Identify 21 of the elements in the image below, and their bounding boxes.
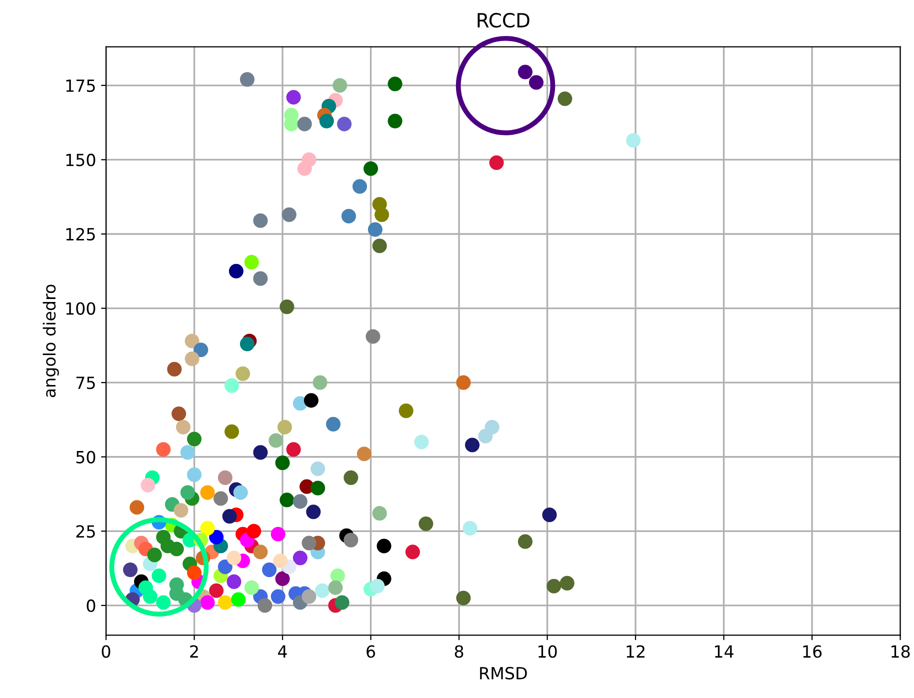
y-tick-label: 75 [76,376,95,390]
y-tick-label: 0 [86,599,96,612]
x-tick-label: 0 [102,645,110,658]
y-tick-label: 25 [76,525,95,538]
x-tick-label: 12 [626,645,644,658]
x-tick-label: 8 [454,645,464,658]
x-tick-label: 4 [278,645,287,658]
y-tick-label: 50 [76,450,96,464]
y-tick-label: 175 [66,80,95,92]
x-tick-label: 14 [715,645,734,658]
x-tick-label: 16 [803,645,822,658]
x-tick-label: 6 [366,645,376,658]
y-tick-label: 100 [66,302,96,315]
y-tick-label: 125 [66,228,95,241]
x-tick-label: 10 [538,645,557,658]
x-axis-title: RMSD [480,666,527,680]
y-axis-title: angolo diedro [42,284,59,398]
y-tick-label: 150 [66,154,96,166]
x-tick-label: 18 [892,645,910,658]
chart-title: RCCD [478,12,530,28]
x-tick-label: 2 [190,645,198,658]
